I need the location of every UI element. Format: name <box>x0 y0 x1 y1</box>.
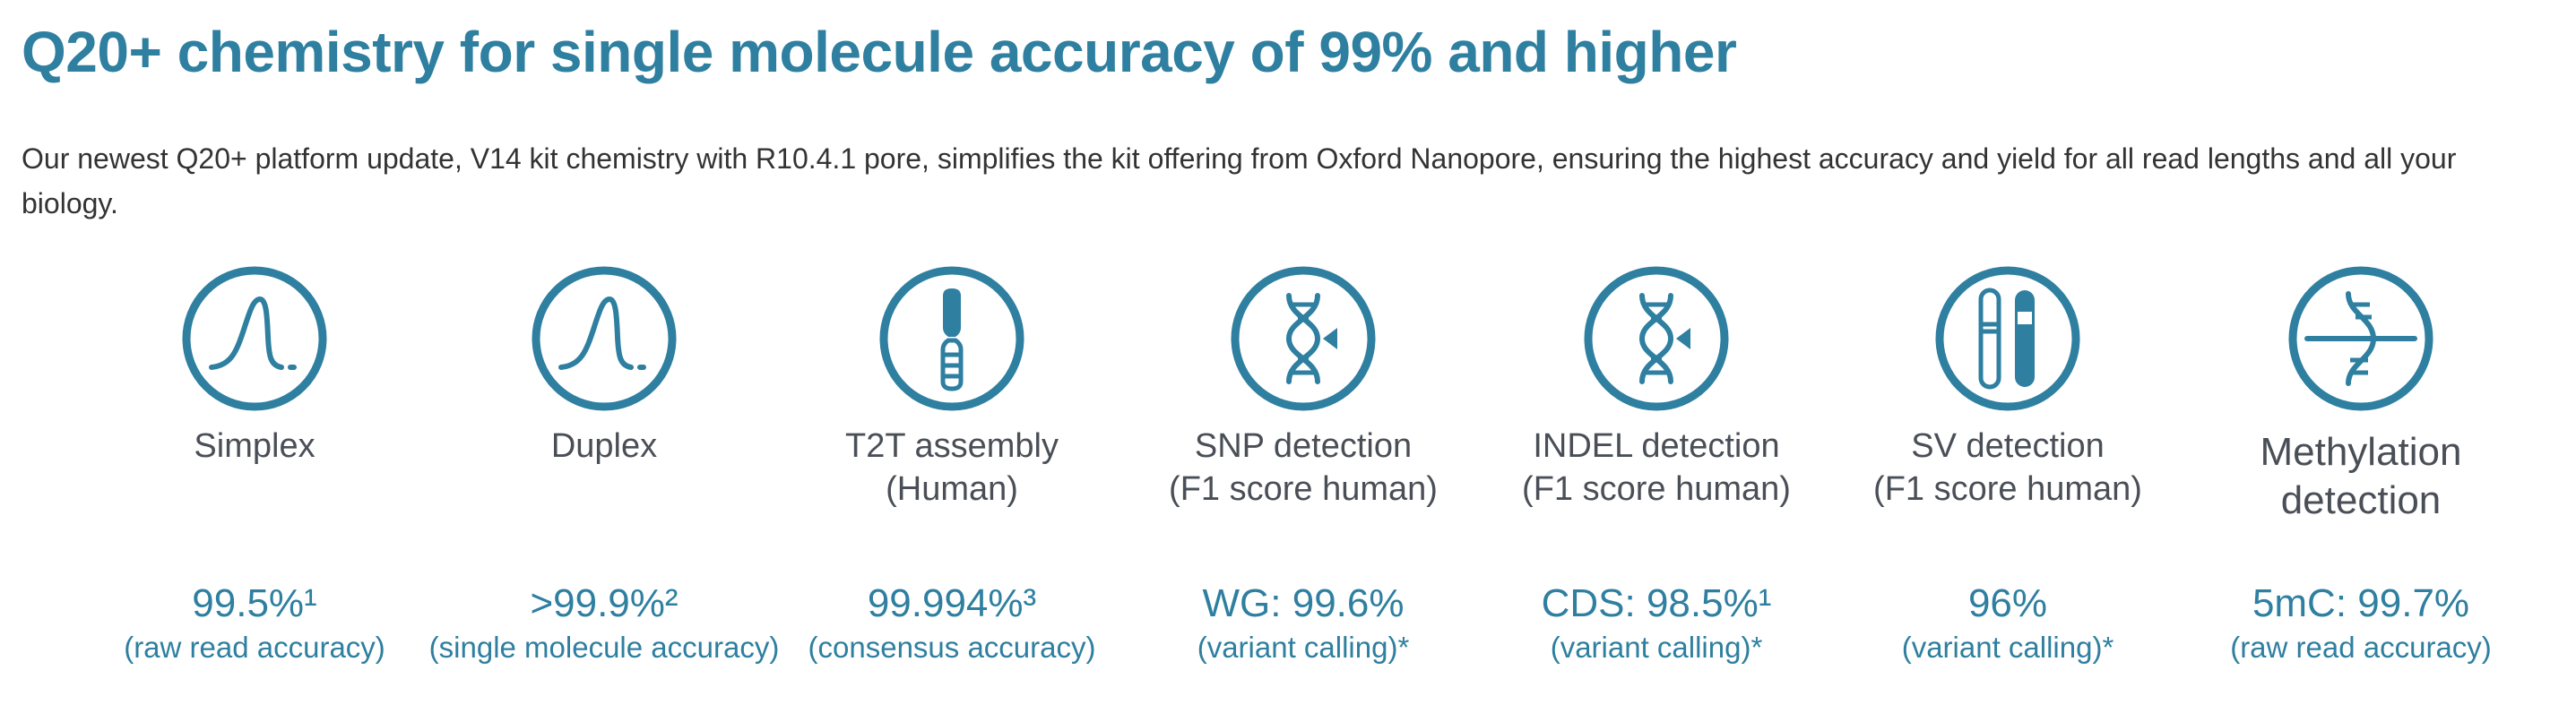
chromosome-icon <box>878 265 1025 412</box>
feature-value: 5mC: 99.7% <box>2252 581 2470 625</box>
single-peak-icon <box>181 265 328 412</box>
methylated-dna-icon <box>2287 265 2434 412</box>
feature-note: (raw read accuracy) <box>2230 631 2492 664</box>
feature-note: (raw read accuracy) <box>124 631 385 664</box>
feature-label: INDEL detection (F1 score human) <box>1522 427 1791 508</box>
single-peak-icon <box>531 265 678 412</box>
dna-pointer-icon <box>1230 265 1377 412</box>
feature-value: 99.994%³ <box>867 581 1037 625</box>
feature-value: 96% <box>1967 581 2048 625</box>
feature-label: T2T assembly (Human) <box>845 427 1059 508</box>
feature-label: SNP detection (F1 score human) <box>1169 427 1438 508</box>
intro-paragraph: Our newest Q20+ platform update, V14 kit… <box>22 142 2457 219</box>
feature-value: CDS: 98.5%¹ <box>1541 581 1772 625</box>
dna-pointer-icon <box>1583 265 1730 412</box>
feature-note: (variant calling)* <box>1197 631 1410 664</box>
chromosome-pair-icon <box>1934 265 2081 412</box>
feature-note: (variant calling)* <box>1550 631 1763 664</box>
feature-value: 99.5%¹ <box>192 581 317 625</box>
feature-label: SV detection (F1 score human) <box>1873 427 2142 508</box>
feature-label: Methylation detection <box>2260 430 2462 522</box>
feature-note: (consensus accuracy) <box>808 631 1096 664</box>
feature-label: Duplex <box>550 427 658 465</box>
feature-row: Simplex 99.5%¹ (raw read accuracy) Duple… <box>0 265 2576 695</box>
feature-note: (variant calling)* <box>1901 631 2114 664</box>
feature-note: (single molecule accuracy) <box>428 631 780 664</box>
feature-label: Simplex <box>194 427 316 465</box>
feature-value: >99.9%² <box>530 581 679 625</box>
page-title: Q20+ chemistry for single molecule accur… <box>22 20 1737 84</box>
feature-value: WG: 99.6% <box>1202 581 1405 625</box>
